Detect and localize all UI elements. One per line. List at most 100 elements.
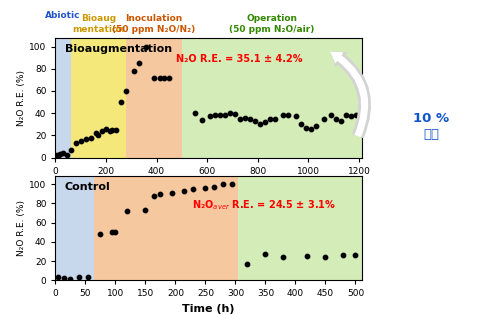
Point (262, 252, 269, 257)
Point (280, 255, 287, 260)
Point (94, 133, 102, 138)
Point (236, 116, 244, 121)
Point (76, 275, 83, 280)
Point (117, 100, 125, 105)
Text: Bioaug
mentation: Bioaug mentation (72, 14, 125, 34)
Point (211, 185, 218, 190)
Point (143, 44, 150, 49)
Point (72, 140, 80, 146)
Point (201, 186, 209, 191)
Text: N₂O R.E. = 35.1 ± 4.2%: N₂O R.E. = 35.1 ± 4.2% (176, 54, 302, 64)
Text: Bioaugmentation: Bioaugmentation (65, 44, 172, 54)
Text: 10 %
향상: 10 % 향상 (414, 112, 449, 140)
Bar (239, 176, 362, 280)
Point (246, 116, 254, 121)
Point (108, 127, 116, 132)
Point (122, 89, 130, 94)
Point (228, 181, 236, 186)
Point (77, 138, 84, 143)
Point (216, 113, 224, 118)
Point (112, 127, 120, 132)
Point (189, 186, 197, 192)
Point (256, 122, 264, 127)
Point (96, 232, 104, 237)
Point (267, 116, 274, 121)
Point (161, 75, 168, 80)
Point (279, 113, 287, 118)
Point (157, 191, 164, 196)
Point (226, 111, 234, 116)
Point (150, 75, 158, 80)
Point (67, 147, 74, 152)
Text: N₂O$_{aver}$ R.E. = 24.5 ± 3.1%: N₂O$_{aver}$ R.E. = 24.5 ± 3.1% (191, 198, 335, 212)
Point (56, 152, 64, 157)
Point (92, 131, 100, 136)
Point (142, 208, 149, 213)
Point (262, 119, 269, 124)
Text: Inoculation
(50 ppm N₂O/N₂): Inoculation (50 ppm N₂O/N₂) (112, 14, 196, 34)
Point (82, 136, 90, 141)
Y-axis label: N₂O R.E. (%): N₂O R.E. (%) (17, 70, 27, 126)
Point (320, 116, 327, 121)
Point (302, 125, 310, 130)
Point (272, 116, 280, 121)
Text: Operation
(50 ppm N₂O/air): Operation (50 ppm N₂O/air) (229, 14, 314, 34)
Point (198, 117, 206, 122)
Point (112, 230, 120, 235)
Point (252, 118, 259, 123)
Bar (55, 176, 94, 280)
Point (307, 126, 315, 131)
Bar (182, 38, 362, 158)
Bar (126, 38, 182, 158)
Point (135, 61, 143, 66)
Point (327, 113, 335, 118)
Point (102, 126, 110, 131)
Point (106, 129, 114, 134)
Point (352, 253, 360, 258)
Point (333, 116, 340, 121)
Point (181, 188, 188, 193)
Point (220, 181, 228, 186)
Point (150, 193, 158, 198)
Point (284, 113, 292, 118)
Point (340, 253, 348, 258)
Text: Control: Control (65, 181, 110, 192)
Point (87, 135, 94, 140)
Point (191, 111, 199, 116)
Point (54, 275, 62, 280)
Text: Abiotic: Abiotic (45, 11, 81, 20)
Point (297, 122, 305, 127)
Point (321, 255, 329, 260)
X-axis label: Time (h): Time (h) (182, 304, 235, 314)
Point (169, 190, 176, 195)
Point (312, 124, 320, 129)
Point (241, 115, 249, 120)
Point (98, 129, 106, 134)
Point (348, 114, 355, 119)
Bar (55, 38, 70, 158)
Point (54, 154, 62, 159)
Point (53, 153, 61, 158)
Point (243, 261, 251, 266)
Point (84, 275, 92, 280)
Point (63, 153, 71, 158)
Point (123, 209, 131, 214)
Bar (70, 38, 126, 158)
Point (206, 114, 214, 119)
Point (157, 75, 164, 80)
Bar (94, 176, 239, 280)
Point (337, 118, 345, 123)
Point (130, 69, 138, 74)
Point (67, 277, 74, 282)
Point (108, 230, 116, 235)
Point (59, 151, 67, 156)
Point (165, 75, 173, 80)
Point (211, 113, 219, 118)
Point (343, 113, 350, 118)
Point (304, 254, 311, 259)
Point (353, 113, 361, 118)
Point (221, 113, 229, 118)
Point (231, 112, 239, 117)
Point (61, 276, 68, 281)
Point (292, 114, 300, 119)
